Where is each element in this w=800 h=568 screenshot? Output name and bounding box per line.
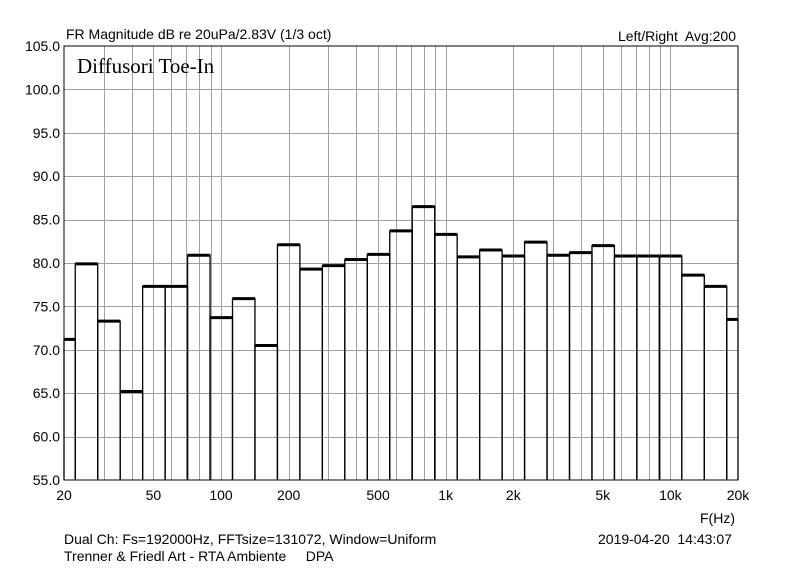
tick-labels: 105.0 100.0 95.0 90.0 85.0 80.0 75.0 70.0 65.0 60… (25, 38, 750, 503)
bar-outline (478, 249, 503, 480)
y-tick-label: 55.0 (33, 472, 60, 488)
bar-outline (321, 264, 346, 480)
x-tick-label: 2k (506, 487, 522, 503)
footer-settings: Dual Ch: Fs=192000Hz, FFTsize=131072, Wi… (64, 531, 437, 547)
bar-outline (186, 254, 211, 480)
bar-outline (389, 230, 413, 480)
bar-series (63, 205, 739, 480)
bar-outline (726, 318, 739, 480)
x-tick-label: 5k (595, 487, 611, 503)
plot-frame (63, 45, 739, 481)
grid-major (64, 89, 738, 438)
x-tick-label: 50 (146, 487, 162, 503)
y-tick-label: 60.0 (33, 429, 60, 445)
bar-outline (568, 251, 593, 480)
bar-outline (411, 205, 436, 480)
bar-outline (681, 274, 705, 480)
y-tick-label: 85.0 (33, 212, 60, 228)
x-tick-label: 20k (727, 487, 751, 503)
x-tick-label: 200 (277, 487, 301, 503)
bar-outline (254, 344, 279, 480)
y-tick-label: 95.0 (33, 125, 60, 141)
bar-outline (703, 285, 728, 480)
bar-outline (636, 255, 661, 480)
footer-timestamp: 2019-04-20 14:43:07 (598, 531, 732, 547)
x-tick-label: 20 (56, 487, 72, 503)
bar-outline (434, 233, 458, 480)
x-tick-label: 10k (659, 487, 683, 503)
channel-average-label: Left/Right Avg:200 (617, 28, 736, 44)
y-tick-label: 70.0 (33, 342, 60, 358)
bar-outline (523, 241, 548, 480)
bar-outline (74, 263, 99, 480)
x-tick-label: 100 (209, 487, 233, 503)
y-tick-label: 65.0 (33, 385, 60, 401)
footer-description: Trenner & Friedl Art - RTA Ambiente DPA (64, 548, 334, 564)
y-tick-label: 75.0 (33, 298, 60, 314)
bar-outline (119, 390, 144, 480)
y-tick-label: 80.0 (33, 255, 60, 271)
chart-title: FR Magnitude dB re 20uPa/2.83V (1/3 oct) (66, 26, 332, 42)
bar-outline (546, 254, 571, 480)
y-tick-label: 100.0 (25, 81, 60, 97)
x-axis-label: F(Hz) (700, 510, 735, 526)
bar-outline (613, 255, 638, 480)
y-tick-label: 90.0 (33, 168, 60, 184)
chart-annotation: Diffusori Toe-In (77, 54, 215, 78)
bar-outline (164, 285, 189, 480)
bar-outline (231, 297, 256, 480)
x-tick-label: 500 (366, 487, 390, 503)
x-tick-label: 1k (438, 487, 454, 503)
bar-outline (276, 244, 301, 480)
bar-outline (63, 338, 76, 480)
y-tick-label: 105.0 (25, 38, 60, 54)
bar-outline (97, 320, 121, 480)
bar-outline (299, 268, 324, 480)
bar-outline (456, 256, 481, 480)
